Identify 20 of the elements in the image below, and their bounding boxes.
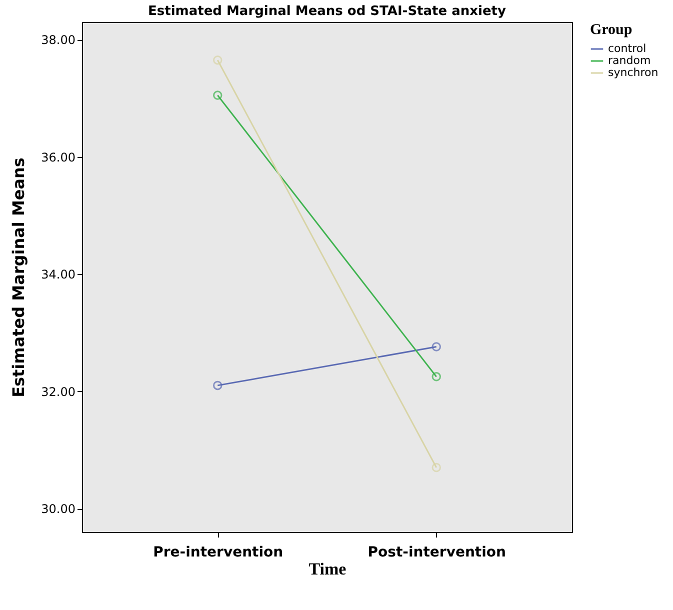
y-tick-label: 34.00 [41, 268, 76, 282]
point [432, 462, 441, 472]
x-tick-label: Pre-intervention [153, 544, 284, 560]
point [213, 380, 222, 390]
x-tick-label: Post-intervention [368, 544, 506, 560]
legend-label: random [608, 54, 651, 67]
legend-label: synchron [608, 66, 658, 79]
point [213, 55, 222, 65]
point [432, 372, 441, 382]
chart-title: Estimated Marginal Means od STAI-State anxiety [148, 4, 507, 19]
legend-title: Group [590, 22, 632, 38]
point [213, 90, 222, 100]
y-tick-label: 38.00 [41, 33, 76, 48]
point [432, 342, 441, 352]
x-axis-title: Time [308, 560, 347, 578]
legend-label: control [608, 42, 646, 55]
y-tick-label: 36.00 [41, 150, 76, 164]
y-tick-label: 32.00 [41, 384, 76, 399]
y-axis-title: Estimated Marginal Means [9, 158, 28, 398]
y-tick-label: 30.00 [41, 502, 76, 516]
